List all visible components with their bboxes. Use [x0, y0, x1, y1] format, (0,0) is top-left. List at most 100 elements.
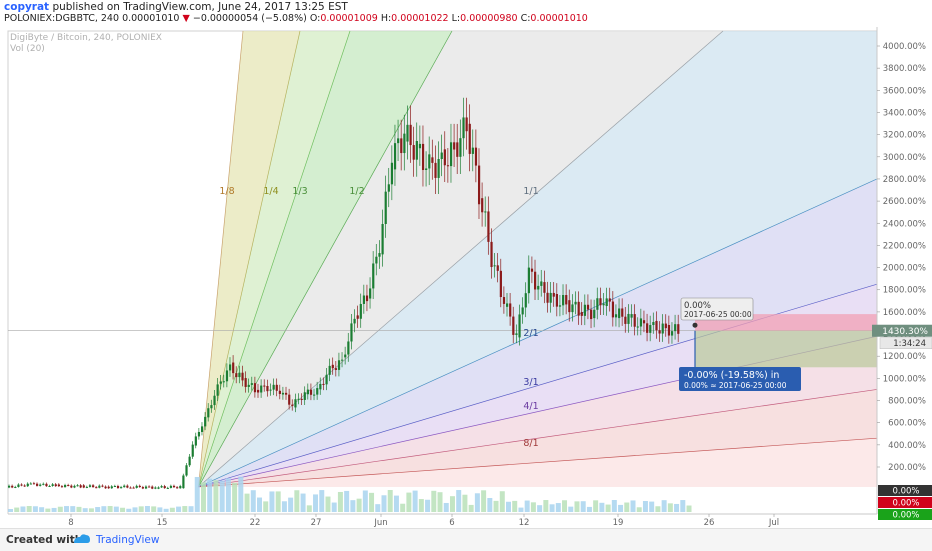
candle-body — [48, 485, 51, 487]
volume-bar — [630, 500, 636, 512]
candle-body — [639, 318, 643, 327]
candle-body — [67, 485, 70, 487]
author-link[interactable]: copyrat — [4, 1, 50, 13]
candle-body — [194, 436, 197, 446]
volume-bar — [387, 490, 393, 512]
candle-body — [499, 270, 502, 298]
volume-bar — [26, 506, 32, 512]
candle-body — [344, 354, 347, 358]
candle-body — [608, 298, 611, 302]
candle-body — [670, 331, 674, 336]
indicator-badge — [878, 497, 932, 508]
candle-body — [649, 325, 652, 333]
volume-bar — [151, 506, 157, 512]
candle-body — [403, 133, 406, 154]
volume-bar — [51, 507, 57, 512]
candle-body — [169, 485, 173, 488]
indicator-badge-label: 0.00% — [892, 487, 919, 497]
candle-body — [477, 165, 481, 205]
candle-body — [95, 487, 98, 489]
candle-body — [288, 394, 291, 405]
candle-body — [51, 484, 54, 486]
candle-body — [428, 154, 431, 169]
candle-body — [636, 326, 639, 328]
time-tick: 27 — [311, 518, 322, 527]
volume-bar — [512, 500, 518, 512]
tooltip-box — [679, 367, 801, 391]
price-tick: 1200.00% — [883, 352, 926, 362]
candle-body — [172, 485, 176, 488]
candle-body — [509, 303, 512, 317]
gann-fan-labels: 1/8 1/4 1/3 1/2 1/1 2/1 3/1 4/1 8/1 — [219, 186, 538, 449]
candle-body — [562, 295, 565, 306]
price-tick: 400.00% — [888, 441, 926, 451]
volume-bar — [163, 508, 169, 512]
volume-bar — [331, 502, 337, 512]
candle-body — [431, 157, 434, 163]
volume-bar — [70, 506, 76, 512]
volume-bar — [443, 502, 449, 512]
price-tick: 2200.00% — [883, 241, 926, 251]
open-label: O: — [309, 13, 321, 24]
candle-body — [141, 487, 145, 489]
candle-body — [278, 390, 281, 394]
time-axis-bg — [0, 514, 877, 527]
measure-overlay[interactable]: 0.00%2017-06-25 00:00 -0.00% (-19.58%) in… — [679, 297, 877, 391]
volume-bar — [412, 490, 418, 512]
candle-body — [493, 265, 496, 267]
candle-body — [527, 267, 530, 294]
candle-body — [490, 241, 493, 268]
volume-bar — [642, 501, 648, 512]
gann-fan-label: 4/1 — [523, 401, 538, 412]
candle-body — [443, 149, 446, 166]
candle-body — [113, 485, 117, 487]
candle-body — [17, 484, 20, 487]
volume-bar — [605, 504, 611, 512]
candle-body — [378, 253, 381, 257]
volume-bar — [257, 497, 262, 512]
symbol: POLONIEX:DGBBTC, 240 — [4, 13, 120, 24]
price-axis[interactable]: 4000.00% 3800.00% 3600.00% 3400.00% 3200.00%… — [872, 27, 932, 527]
projection-box-lower — [695, 330, 877, 368]
candle-body — [534, 271, 537, 290]
volume-bar — [281, 501, 287, 512]
candle-body — [593, 309, 596, 319]
candle-body — [397, 138, 400, 144]
candle-body — [449, 142, 453, 167]
candle-body — [23, 485, 26, 487]
change-arrow-icon: ▼ — [182, 13, 190, 24]
volume-bar — [225, 478, 231, 512]
candle-body — [319, 383, 322, 390]
candle-body — [409, 124, 412, 146]
volume-bar — [593, 500, 599, 512]
open-value: 0.00001009 — [320, 13, 378, 24]
candle-body — [219, 381, 222, 384]
candle-body — [157, 487, 160, 489]
volume-bar — [76, 506, 82, 512]
candle-body — [238, 372, 241, 378]
time-axis[interactable]: 8 15 22 27 Jun 6 12 19 26 Jul — [0, 513, 877, 527]
gann-fan-label: 1/3 — [292, 186, 307, 197]
volume-bar — [88, 508, 94, 512]
publish-info: published on TradingView.com, June 24, 2… — [52, 1, 348, 13]
candle-body — [313, 394, 316, 396]
candle-body — [64, 485, 67, 488]
footer-bar: Created with TradingView — [0, 528, 932, 551]
tradingview-link[interactable]: TradingView — [96, 534, 160, 546]
volume-bar — [568, 506, 574, 512]
candle-body — [353, 318, 356, 324]
volume-bar — [288, 497, 294, 512]
price-chart[interactable]: 1/8 1/4 1/3 1/2 1/12/13/14/18/1 0.00%2017-06… — [0, 27, 932, 527]
gann-fan-line — [198, 30, 244, 487]
candle-body — [512, 316, 515, 335]
candle-body — [655, 320, 658, 331]
volume-bar — [680, 500, 686, 512]
volume-bar — [45, 508, 51, 512]
volume-bar — [474, 493, 480, 512]
candle-body — [596, 298, 599, 310]
candle-body — [546, 292, 549, 303]
candle-body — [356, 315, 359, 319]
price-tick: 3800.00% — [883, 64, 926, 74]
candle-body — [163, 486, 166, 489]
time-tick: 19 — [613, 518, 624, 527]
